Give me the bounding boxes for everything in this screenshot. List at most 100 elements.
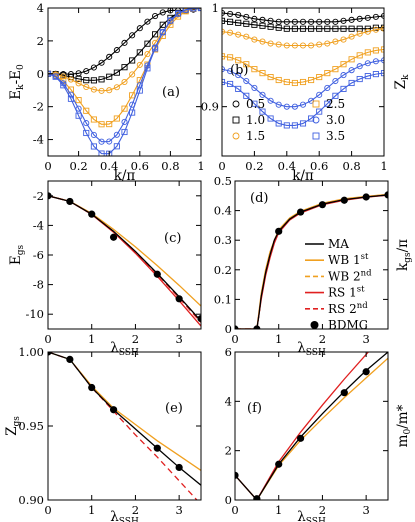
panel-f-line <box>235 352 388 500</box>
panel-b-point <box>356 63 363 70</box>
panel-e-bdmc-point <box>48 352 52 356</box>
panel-b-ytick-label: 0.9 <box>201 100 219 114</box>
panel-b-point <box>222 66 226 73</box>
panel-a-point <box>106 87 113 94</box>
panel-d-line <box>235 194 388 329</box>
panel-b-point <box>340 25 347 32</box>
panel-a-xtick-label: 0 <box>44 159 51 173</box>
panel-a-point <box>106 121 113 128</box>
panel-a-point <box>167 17 174 24</box>
panel-b-point <box>340 17 347 24</box>
panel-b-point <box>227 10 234 17</box>
panel-b-point <box>251 66 258 73</box>
panel-a-point <box>75 97 82 104</box>
panel-a-point <box>113 69 120 76</box>
panel-b-point <box>299 101 307 108</box>
panel-f-line <box>235 357 388 500</box>
panel-e-line <box>48 352 201 486</box>
panel-b-point <box>372 58 379 65</box>
panel-d-bdmc-point <box>362 193 370 201</box>
panel-c: 0 1 2 3-10-8-6-4-2 λSSH Egs (c) <box>8 180 202 358</box>
panel-b-point <box>251 15 258 22</box>
panel-a-point <box>144 40 151 47</box>
panel-b-point <box>348 56 355 63</box>
panel-a-point <box>98 121 105 128</box>
panel-b-point <box>364 49 371 56</box>
panel-e-xtick-label: 0 <box>44 503 51 517</box>
panel-a-point <box>144 18 151 25</box>
panel-b-point <box>372 26 379 33</box>
panel-c-line <box>48 195 201 323</box>
panel-b-xtick-label: 1 <box>380 159 387 173</box>
panel-b-point <box>316 18 323 25</box>
legend-marker <box>312 116 320 124</box>
panel-a-point <box>121 128 128 136</box>
panel-a-point <box>174 10 182 17</box>
panel-b-point <box>235 19 242 26</box>
legend-marker <box>232 132 240 140</box>
panel-b-point <box>364 73 371 80</box>
panel-a-point <box>167 8 174 14</box>
panel-b-point <box>275 41 282 48</box>
panel-d-bdmc-point <box>235 325 239 329</box>
panel-c-line <box>48 195 201 307</box>
panel-b-point <box>299 18 307 25</box>
panel-b-point <box>324 84 331 91</box>
panel-b-point <box>356 15 363 22</box>
panel-b-point <box>227 29 234 36</box>
panel-b-point <box>227 54 234 61</box>
panel-b-point <box>283 25 290 32</box>
panel-a-series-line <box>48 8 201 92</box>
legend-label: 2.5 <box>326 97 345 111</box>
panel-b-point <box>227 18 234 25</box>
panel-d-bdmc-point <box>318 201 327 209</box>
panel-a-point <box>136 25 143 32</box>
panel-b-point <box>222 17 226 24</box>
panel-c-line <box>48 195 201 323</box>
panel-b-point <box>364 14 371 21</box>
legend-label: RS 1st <box>328 285 365 300</box>
legend-marker <box>310 321 319 329</box>
panel-b-point <box>299 120 307 127</box>
panel-b-xlabel: k/π <box>292 168 314 184</box>
legend-label: MA <box>328 237 349 251</box>
panel-f-bdmc-point <box>235 471 239 479</box>
panel-a-xtick-label: 0.6 <box>131 159 149 173</box>
panel-b-point <box>324 40 331 47</box>
panel-a-point <box>159 9 166 16</box>
panel-b-point <box>299 78 307 86</box>
panel-a-point <box>98 150 105 156</box>
panel-a-point <box>152 31 159 38</box>
panel-d-ylabel: kgs/π <box>395 239 413 271</box>
panel-f-ylabel: m0/m* <box>395 404 413 447</box>
panel-c-label: (c) <box>164 231 181 246</box>
panel-b-point <box>348 79 355 87</box>
panel-f-xtick-label: 1 <box>275 503 282 517</box>
panel-b-point <box>332 66 339 73</box>
panel-c-bdmc-point <box>197 315 201 323</box>
panel-e-xtick-label: 3 <box>175 503 182 517</box>
panel-a-series-line <box>48 8 201 125</box>
panel-b-point <box>235 57 242 64</box>
panel-e: 0 1 2 30.900.951.00 λSSH Zgs (e) <box>4 345 202 522</box>
panel-b-point <box>283 103 290 110</box>
panel-a-point <box>121 78 128 86</box>
panel-b-point <box>356 30 363 37</box>
panel-d-ytick-label: 0.4 <box>214 204 232 218</box>
panel-a-point <box>90 143 97 150</box>
legend-marker <box>312 132 320 140</box>
panel-e-ylabel: Zgs <box>4 416 22 436</box>
panel-b-point <box>283 78 290 86</box>
panel-e-bdmc-point <box>88 383 96 392</box>
panel-d-xtick-label: 1 <box>275 332 282 346</box>
panel-b-point <box>332 92 339 99</box>
panel-b-point <box>243 92 250 99</box>
panel-b-point <box>235 11 242 18</box>
panel-b-point <box>243 61 250 68</box>
panel-a-point <box>121 105 128 112</box>
panel-b-point <box>222 28 226 35</box>
panel-a-point <box>83 120 90 127</box>
panel-b-point <box>251 84 258 91</box>
panel-a-xtick-label: 0.8 <box>161 159 179 173</box>
panel-e-xtick-label: 1 <box>88 503 95 517</box>
